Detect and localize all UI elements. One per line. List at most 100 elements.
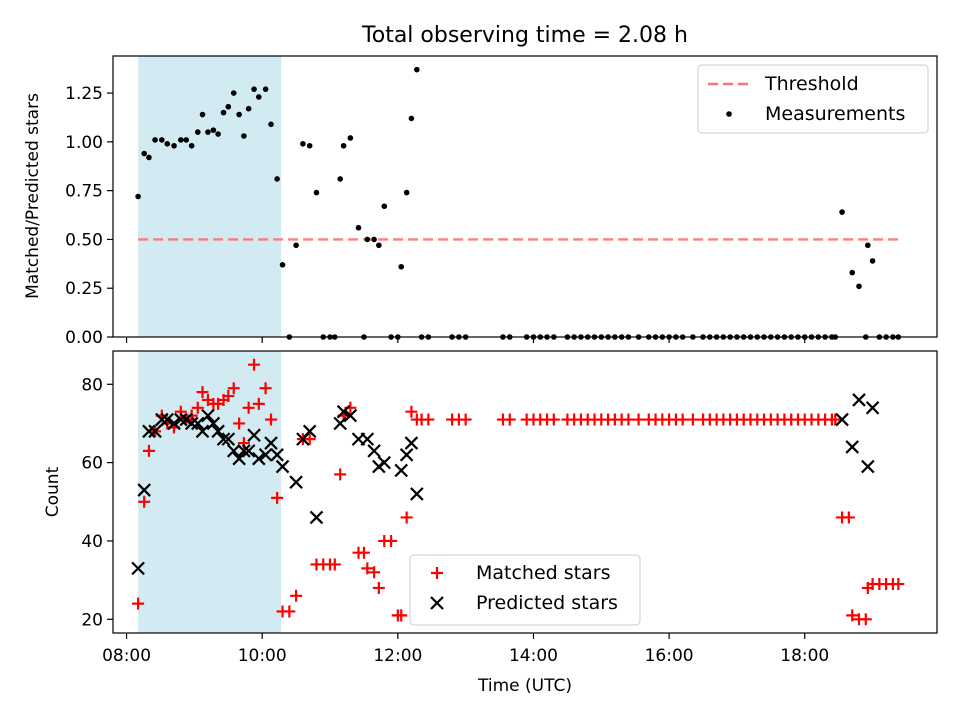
predicted-star-point	[211, 424, 225, 439]
matched-star-point	[829, 413, 842, 426]
y-axis-label: Matched/Predicted stars	[23, 93, 43, 299]
measurement-point	[865, 242, 871, 249]
matched-star-point	[622, 413, 635, 426]
predicted-star-point	[206, 416, 221, 431]
y-axis-ticks: 20 40 60 80	[81, 375, 113, 630]
predicted-star-point	[845, 440, 860, 454]
x-tick-label: 12:00	[373, 646, 422, 666]
predicted-star-point	[360, 432, 375, 446]
matched-star-point	[846, 609, 859, 622]
measurement-point	[135, 193, 141, 200]
predicted-star-point	[399, 448, 414, 462]
y-tick-label: 0.25	[65, 279, 103, 299]
y-tick-label: 1.25	[65, 84, 103, 104]
legend-matched-label: Matched stars	[476, 562, 610, 584]
measurement-point	[236, 111, 242, 118]
measurement-point	[355, 224, 362, 231]
predicted-star-point	[333, 416, 347, 431]
x-tick-label: 16:00	[645, 646, 694, 666]
legend-measurements-swatch	[726, 111, 732, 117]
measurement-point	[839, 209, 845, 215]
matched-star-point	[357, 546, 370, 559]
matched-star-point	[385, 534, 398, 547]
matched-star-point	[265, 413, 278, 426]
legend-box	[409, 554, 641, 626]
matched-stars-points	[132, 358, 905, 626]
matched-star-point	[138, 495, 151, 508]
y-tick-label: 0.50	[65, 230, 103, 250]
y-tick-label: 20	[81, 610, 103, 630]
predicted-star-point	[221, 432, 236, 446]
measurement-point	[293, 242, 299, 249]
predicted-star-point	[216, 432, 231, 446]
predicted-star-point	[252, 451, 266, 466]
measurement-point	[371, 236, 377, 243]
matched-star-point	[283, 605, 296, 618]
measurement-point	[152, 137, 158, 143]
legend: Matched stars Predicted stars	[409, 554, 641, 626]
measurement-point	[210, 127, 217, 133]
y-tick-label: 80	[81, 375, 103, 395]
measurement-point	[199, 111, 206, 118]
matched-star-point	[242, 401, 255, 414]
predicted-star-point	[367, 444, 381, 458]
y-tick-label: 0.00	[65, 328, 103, 348]
measurement-point	[414, 66, 420, 73]
ratio-panel: Total observing time = 2.08 h 0.000.250.…	[23, 23, 938, 348]
x-tick-label: 08:00	[102, 646, 151, 666]
matched-star-point	[400, 511, 413, 524]
predicted-star-point	[270, 448, 284, 462]
matched-star-point	[503, 413, 516, 426]
measurement-point	[376, 242, 382, 249]
measurement-point	[205, 129, 211, 135]
matched-star-point	[222, 390, 235, 403]
predicted-star-point	[174, 412, 188, 427]
matched-star-point	[361, 562, 374, 575]
measurement-point	[188, 142, 195, 149]
x-axis-ticks: 08:00 10:00 12:00 14:00 16:00 18:00	[102, 633, 829, 666]
measurement-point	[268, 121, 274, 128]
measurement-point	[159, 137, 165, 143]
measurement-point	[300, 141, 306, 147]
measurement-point	[403, 189, 410, 196]
legend-measurements-label: Measurements	[765, 103, 905, 125]
matched-star-point	[174, 405, 187, 418]
predicted-star-point	[190, 416, 205, 431]
measurement-point	[274, 176, 280, 182]
matched-star-point	[191, 401, 204, 414]
matched-star-point	[233, 417, 246, 430]
predicted-star-point	[336, 404, 351, 419]
matched-star-point	[248, 358, 261, 371]
matched-star-point	[859, 613, 872, 626]
predicted-star-point	[394, 463, 409, 478]
matched-star-point	[252, 397, 265, 410]
legend-predicted-label: Predicted stars	[476, 592, 618, 614]
measurement-point	[408, 115, 415, 122]
measurement-point	[364, 236, 371, 243]
predicted-star-point	[865, 401, 880, 415]
measurement-point	[230, 90, 237, 96]
predicted-star-point	[148, 424, 162, 439]
predicted-star-point	[195, 424, 210, 439]
predicted-star-point	[404, 436, 419, 450]
measurement-point	[849, 269, 856, 276]
measurement-point	[856, 283, 862, 290]
measurement-point	[194, 129, 201, 135]
legend-threshold-label: Threshold	[764, 73, 859, 95]
predicted-star-point	[226, 444, 241, 458]
matched-star-point	[290, 589, 303, 602]
measurement-point	[869, 258, 876, 264]
legend-box	[697, 64, 929, 134]
predicted-star-point	[289, 475, 303, 489]
matched-star-point	[632, 413, 645, 426]
matched-star-point	[259, 382, 272, 395]
measurement-point	[178, 137, 184, 143]
predicted-star-point	[241, 444, 256, 458]
predicted-star-point	[309, 510, 324, 525]
measurement-point	[164, 141, 171, 147]
predicted-star-point	[247, 428, 261, 442]
predicted-star-point	[201, 408, 215, 423]
predicted-star-point	[137, 483, 151, 497]
matched-star-point	[227, 382, 240, 395]
